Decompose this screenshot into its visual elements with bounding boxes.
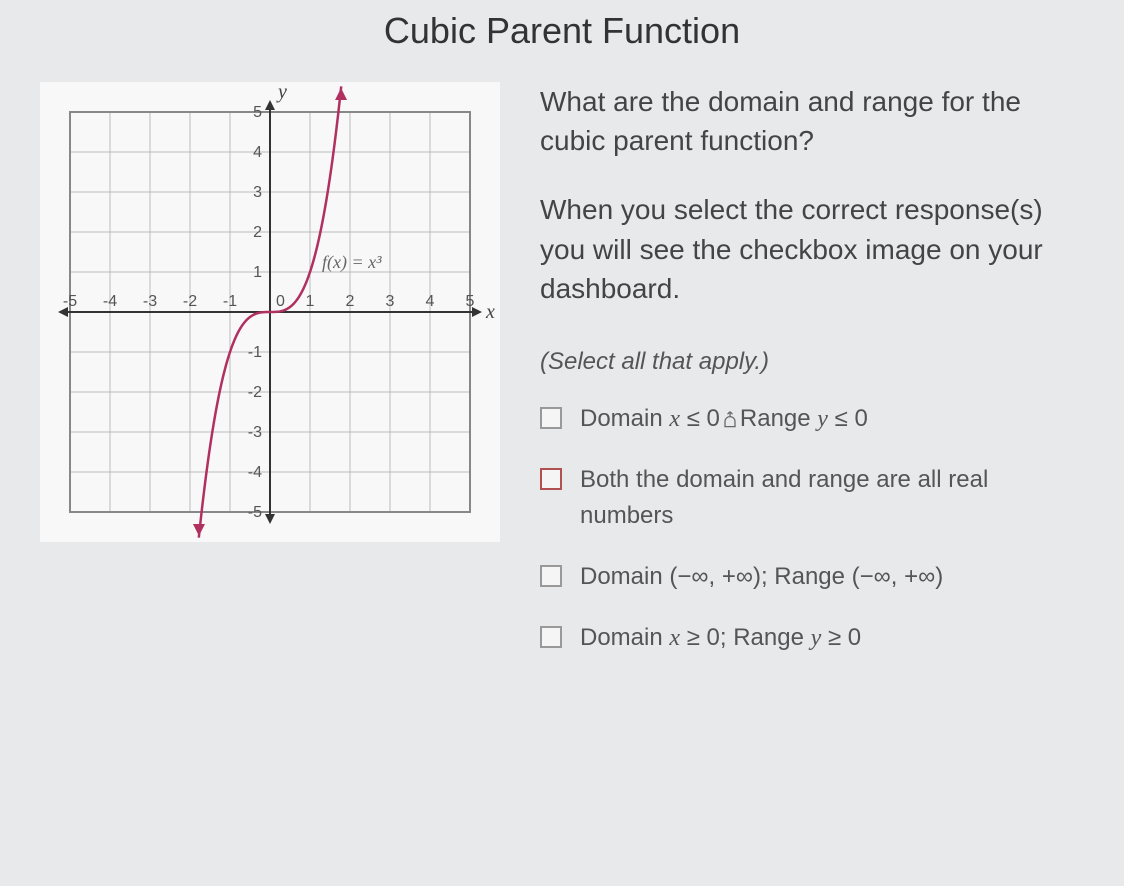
cubic-function-chart: -5-4-3-2-101234554321-1-2-3-4-5f(x) = x³… [40, 82, 500, 542]
svg-text:-3: -3 [143, 293, 157, 310]
svg-text:-3: -3 [248, 424, 262, 441]
checkbox-icon[interactable] [540, 565, 562, 587]
option-text: Domain (−∞, +∞); Range (−∞, +∞) [580, 559, 1084, 595]
select-hint: (Select all that apply.) [540, 348, 1084, 376]
svg-text:-2: -2 [183, 293, 197, 310]
svg-text:3: 3 [386, 293, 395, 310]
svg-text:-2: -2 [248, 384, 262, 401]
svg-text:-4: -4 [248, 464, 262, 481]
option-text: Both the domain and range are all real n… [580, 462, 1084, 534]
svg-text:-5: -5 [248, 504, 262, 521]
chart-column: -5-4-3-2-101234554321-1-2-3-4-5f(x) = x³… [40, 82, 520, 681]
svg-text:4: 4 [426, 293, 435, 310]
page-title: Cubic Parent Function [0, 0, 1124, 82]
option-4[interactable]: Domain x ≥ 0; Range y ≥ 0 [540, 620, 1084, 656]
option-1[interactable]: Domain x ≤ 0Range y ≤ 0 [540, 401, 1084, 437]
svg-text:2: 2 [346, 293, 355, 310]
checkbox-icon[interactable] [540, 468, 562, 490]
svg-text:-5: -5 [63, 293, 77, 310]
text-column: What are the domain and range for the cu… [520, 82, 1084, 681]
cursor-icon [720, 410, 740, 430]
instruction-text: When you select the correct response(s) … [540, 190, 1084, 308]
option-text: Domain x ≤ 0Range y ≤ 0 [580, 401, 1084, 437]
svg-text:1: 1 [253, 264, 262, 281]
checkbox-icon[interactable] [540, 626, 562, 648]
svg-text:5: 5 [466, 293, 475, 310]
svg-text:5: 5 [253, 104, 262, 121]
svg-text:f(x) = x³: f(x) = x³ [322, 252, 382, 273]
option-3[interactable]: Domain (−∞, +∞); Range (−∞, +∞) [540, 559, 1084, 595]
svg-text:1: 1 [306, 293, 315, 310]
svg-text:y: y [276, 82, 287, 103]
svg-text:x: x [485, 301, 495, 323]
option-2[interactable]: Both the domain and range are all real n… [540, 462, 1084, 534]
svg-text:2: 2 [253, 224, 262, 241]
question-text: What are the domain and range for the cu… [540, 82, 1084, 160]
svg-text:-1: -1 [223, 293, 237, 310]
svg-text:3: 3 [253, 184, 262, 201]
svg-text:-4: -4 [103, 293, 117, 310]
svg-text:-1: -1 [248, 344, 262, 361]
content-row: -5-4-3-2-101234554321-1-2-3-4-5f(x) = x³… [0, 82, 1124, 681]
checkbox-icon[interactable] [540, 407, 562, 429]
option-text: Domain x ≥ 0; Range y ≥ 0 [580, 620, 1084, 656]
svg-text:0: 0 [276, 293, 285, 310]
svg-text:4: 4 [253, 144, 262, 161]
